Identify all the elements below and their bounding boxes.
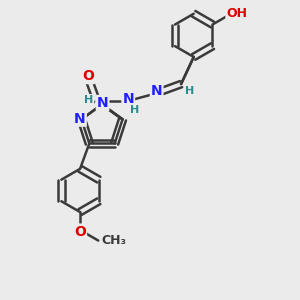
Text: N: N xyxy=(122,92,134,106)
Text: N: N xyxy=(97,96,108,110)
Text: H: H xyxy=(130,105,139,115)
Text: OH: OH xyxy=(226,7,247,20)
Text: O: O xyxy=(82,69,94,83)
Text: N: N xyxy=(151,84,163,98)
Text: H: H xyxy=(185,86,195,96)
Text: N: N xyxy=(74,112,86,126)
Text: CH₃: CH₃ xyxy=(101,234,126,247)
Text: O: O xyxy=(74,224,86,239)
Text: H: H xyxy=(84,95,93,105)
